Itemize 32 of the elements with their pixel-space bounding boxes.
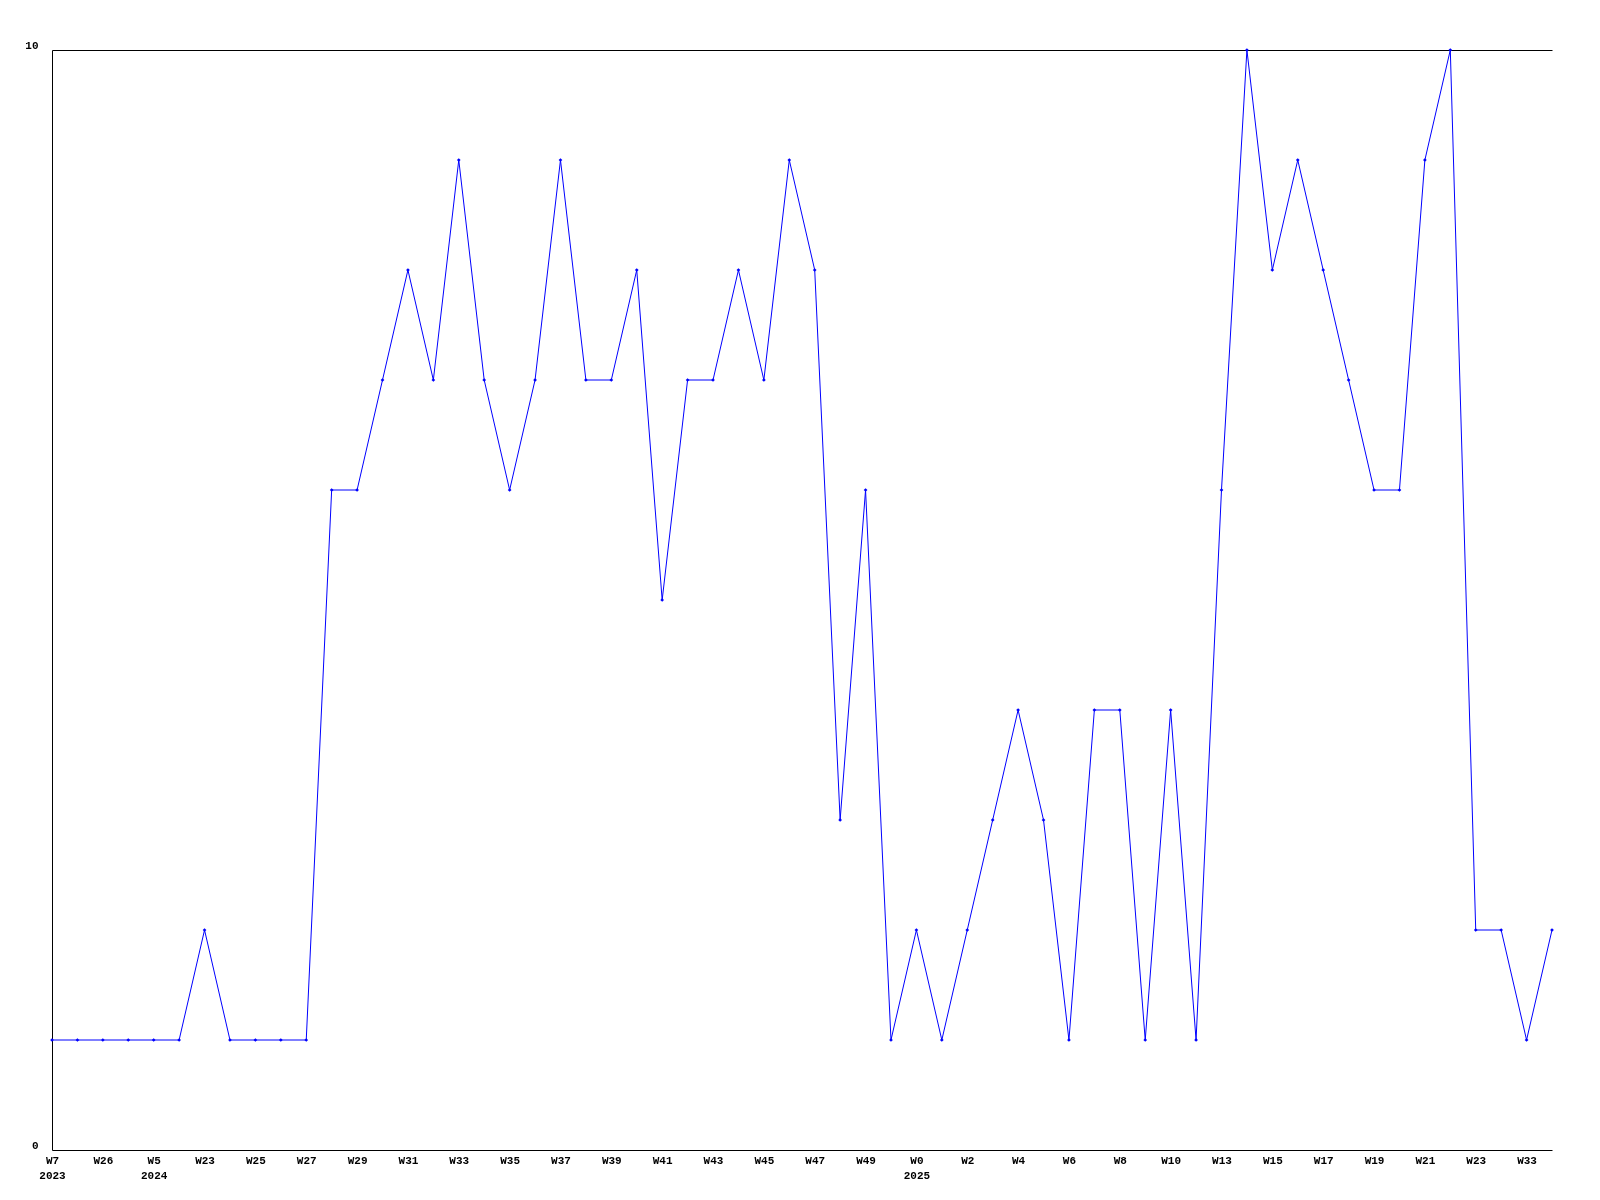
x-tick-label: W5 2024 xyxy=(140,1154,168,1182)
x-tick-label: W15 xyxy=(1262,1154,1284,1167)
x-tick-label: W13 xyxy=(1212,1154,1233,1167)
x-tick-label: W33 xyxy=(1517,1154,1538,1167)
x-tick-label: W21 xyxy=(1415,1154,1436,1167)
x-tick-label: W33 xyxy=(449,1154,470,1167)
x-tick-label: W8 xyxy=(1113,1154,1128,1167)
x-tick-label: W2 xyxy=(961,1154,975,1167)
x-tick-label: W49 xyxy=(856,1154,876,1167)
x-tick-label: W4 xyxy=(1012,1154,1026,1167)
x-tick-label: W35 xyxy=(500,1154,521,1167)
x-tick-label: W45 xyxy=(754,1154,775,1167)
x-tick-label: W47 xyxy=(805,1154,826,1167)
x-tick-label: W27 xyxy=(296,1154,317,1167)
x-tick-label: W10 xyxy=(1161,1154,1182,1167)
x-tick-label: W43 xyxy=(703,1154,724,1167)
x-tick-label: W26 xyxy=(93,1154,114,1167)
x-tick-label: W41 xyxy=(652,1154,673,1167)
x-tick-label: W17 xyxy=(1313,1154,1334,1167)
x-tick-label: W19 xyxy=(1364,1154,1385,1167)
y-tick-label: 10 xyxy=(25,39,39,52)
x-tick-label: W23 xyxy=(1466,1154,1487,1167)
x-tick-label: W25 xyxy=(245,1154,267,1167)
x-tick-label: W39 xyxy=(601,1154,622,1167)
x-tick-label: W37 xyxy=(551,1154,571,1167)
x-tick-label: W31 xyxy=(398,1154,419,1167)
x-tick-label: W6 xyxy=(1062,1154,1077,1167)
x-tick-label: W0 2025 xyxy=(903,1154,931,1182)
x-tick-label: W23 xyxy=(195,1154,216,1167)
x-tick-label: W7 2023 xyxy=(39,1154,67,1182)
x-tick-label: W29 xyxy=(347,1154,368,1167)
y-tick-label: 0 xyxy=(31,1139,39,1152)
